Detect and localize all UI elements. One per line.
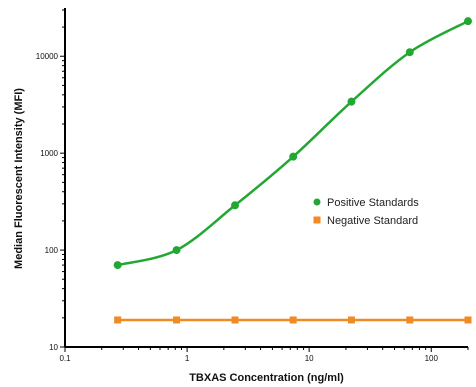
y-ticks: 10 100 1000 10000 <box>36 9 65 352</box>
data-point <box>289 152 298 161</box>
data-markers <box>113 17 472 324</box>
data-point <box>172 246 181 255</box>
legend-label: Negative Standard <box>327 215 418 227</box>
axes <box>64 8 468 348</box>
x-axis-title: TBXAS Concentration (ng/ml) <box>189 372 344 384</box>
y-tick-label: 10000 <box>36 52 59 61</box>
data-point <box>347 97 356 106</box>
y-tick-label: 10 <box>49 343 58 352</box>
data-point <box>173 316 181 324</box>
x-tick-label: 100 <box>425 354 439 363</box>
data-point <box>231 316 239 324</box>
x-tick-label: 1 <box>185 354 190 363</box>
x-ticks: 0.1 1 10 100 <box>59 347 469 363</box>
data-point <box>289 316 297 324</box>
data-point <box>406 316 414 324</box>
data-point <box>113 261 122 270</box>
x-tick-label: 10 <box>305 354 314 363</box>
series-line-0 <box>117 20 469 267</box>
y-tick-label: 100 <box>45 246 59 255</box>
data-point <box>464 316 472 324</box>
data-point <box>405 48 414 57</box>
legend-marker <box>313 216 321 224</box>
data-point <box>347 316 355 324</box>
legend-label: Positive Standards <box>327 197 419 209</box>
x-tick-label: 0.1 <box>59 354 71 363</box>
fit-curves <box>117 20 469 322</box>
data-point <box>464 17 472 26</box>
data-point <box>114 316 122 324</box>
y-axis-title: Median Fluorescent Intensity (MFI) <box>13 88 25 269</box>
legend-marker <box>313 198 321 206</box>
legend: Positive Standards Negative Standard <box>313 197 419 227</box>
y-tick-label: 1000 <box>40 149 58 158</box>
data-point <box>231 201 240 210</box>
